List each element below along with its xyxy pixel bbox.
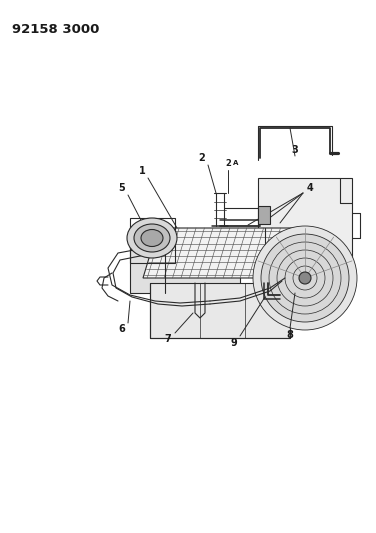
Text: 6: 6 bbox=[118, 324, 125, 334]
Circle shape bbox=[299, 272, 311, 284]
Text: 1: 1 bbox=[139, 166, 146, 176]
Ellipse shape bbox=[134, 224, 170, 252]
Ellipse shape bbox=[141, 230, 163, 246]
Text: A: A bbox=[233, 160, 238, 166]
Text: 2: 2 bbox=[199, 153, 205, 163]
Text: 5: 5 bbox=[118, 183, 125, 193]
Text: 4: 4 bbox=[306, 183, 313, 193]
Ellipse shape bbox=[127, 218, 177, 258]
Polygon shape bbox=[258, 178, 352, 278]
Text: 9: 9 bbox=[230, 338, 237, 348]
Text: 3: 3 bbox=[292, 145, 299, 155]
Polygon shape bbox=[130, 243, 240, 293]
Circle shape bbox=[261, 234, 349, 322]
Polygon shape bbox=[150, 283, 290, 338]
Bar bbox=[258, 206, 270, 224]
Text: 92158 3000: 92158 3000 bbox=[12, 23, 99, 36]
Circle shape bbox=[253, 226, 357, 330]
Text: 2: 2 bbox=[225, 158, 231, 167]
Text: 7: 7 bbox=[165, 334, 171, 344]
Text: 8: 8 bbox=[287, 330, 293, 340]
Polygon shape bbox=[143, 228, 310, 278]
